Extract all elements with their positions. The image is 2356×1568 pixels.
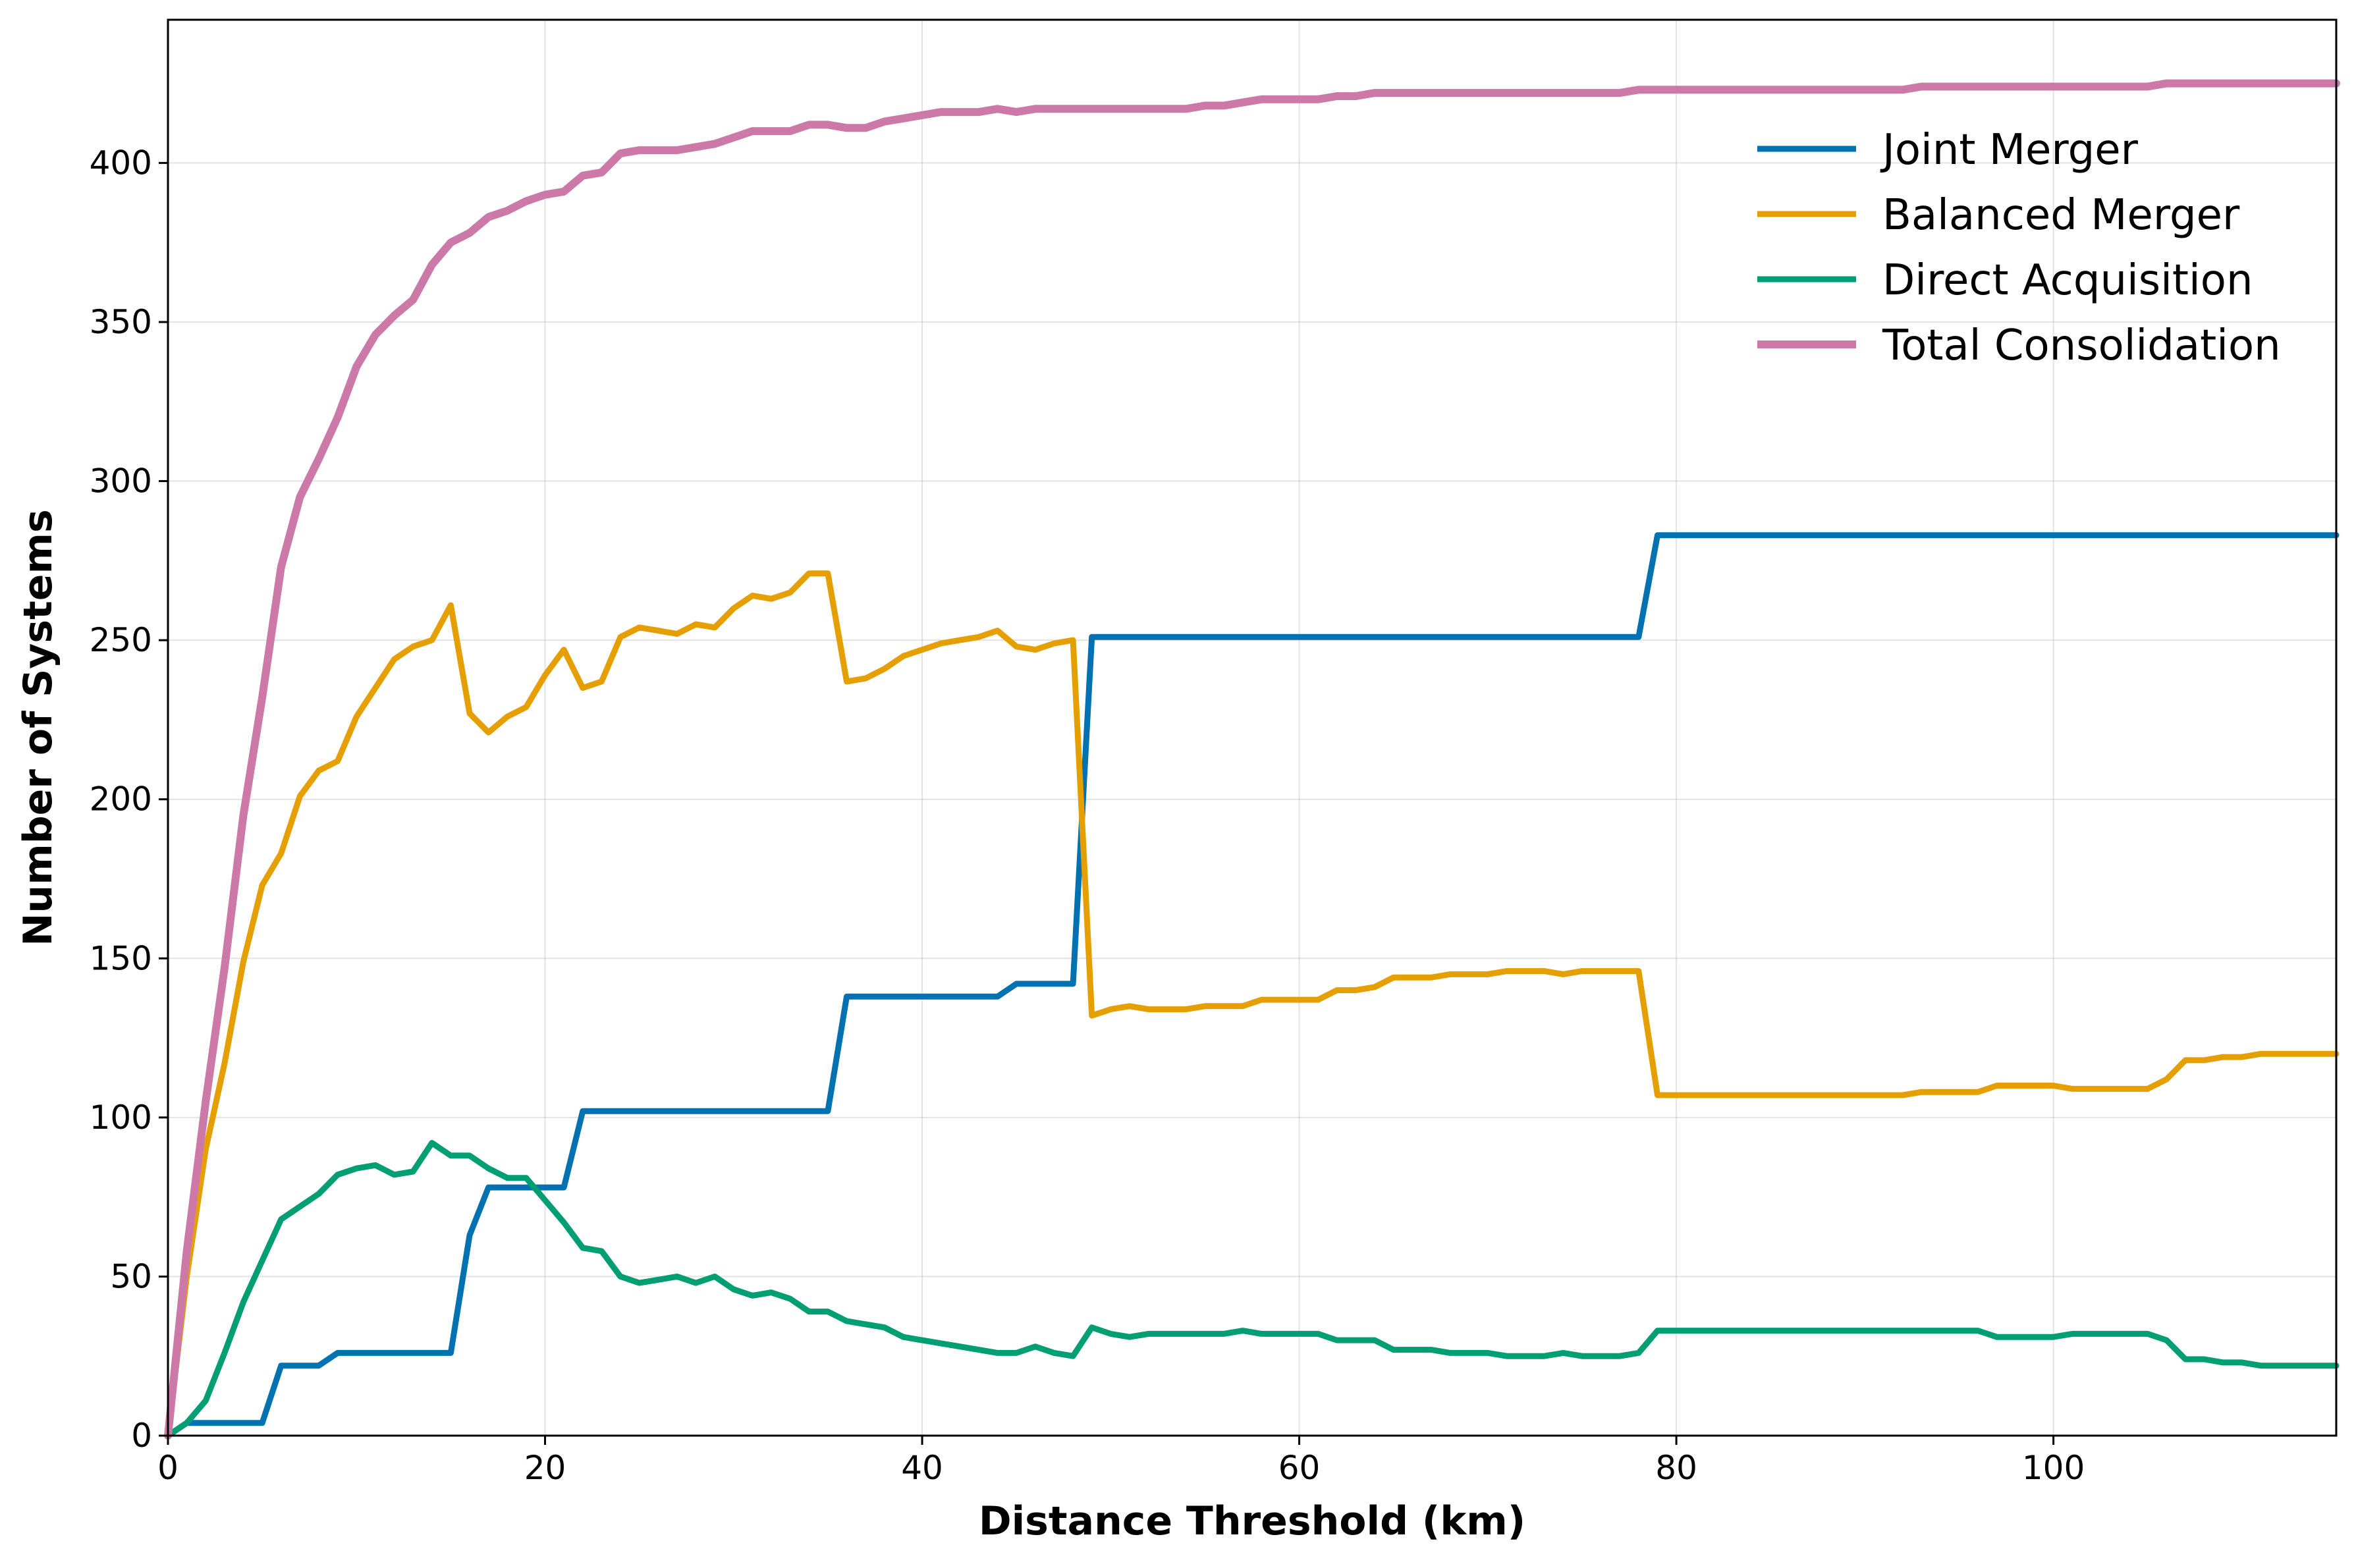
series-layer [164,79,2340,1440]
y-tick-label: 350 [90,303,152,341]
y-tick-label: 250 [90,621,152,659]
x-tick-label: 40 [901,1449,943,1487]
legend-label-balanced-merger: Balanced Merger [1882,191,2240,240]
ticks-layer: 0 20 40 60 80 100 0 50 100 150 200 250 300 350 400 [90,144,2085,1487]
series-line-joint-merger [165,532,2340,1439]
y-tick-label: 100 [90,1098,152,1137]
grid-layer [167,20,2336,1436]
y-tick-label: 0 [131,1417,152,1455]
legend-label-total-consolidation: Total Consolidation [1882,321,2281,370]
y-tick-label: 200 [90,780,152,819]
series-line-direct-acquisition [165,1140,2340,1439]
y-tick-label: 300 [90,462,152,500]
y-tick-label: 50 [110,1257,152,1295]
y-tick-label: 400 [90,144,152,182]
series-line-total-consolidation [164,79,2340,1440]
x-tick-label: 100 [2022,1449,2085,1487]
x-axis-title: Distance Threshold (km) [979,1498,1525,1544]
x-tick-label: 20 [524,1449,566,1487]
legend-label-direct-acquisition: Direct Acquisition [1882,256,2253,305]
axes-layer [167,18,2338,1437]
plot-frame [167,18,2338,1437]
x-tick-label: 0 [157,1449,178,1487]
series-line-balanced-merger [165,570,2340,1439]
x-tick-label: 80 [1655,1449,1697,1487]
y-tick-label: 150 [90,939,152,977]
legend-label-joint-merger: Joint Merger [1880,126,2139,175]
x-tick-label: 60 [1278,1449,1321,1487]
legend: Joint Merger Balanced Merger Direct Acquis… [1757,126,2281,370]
y-axis-title: Number of Systems [15,509,61,946]
